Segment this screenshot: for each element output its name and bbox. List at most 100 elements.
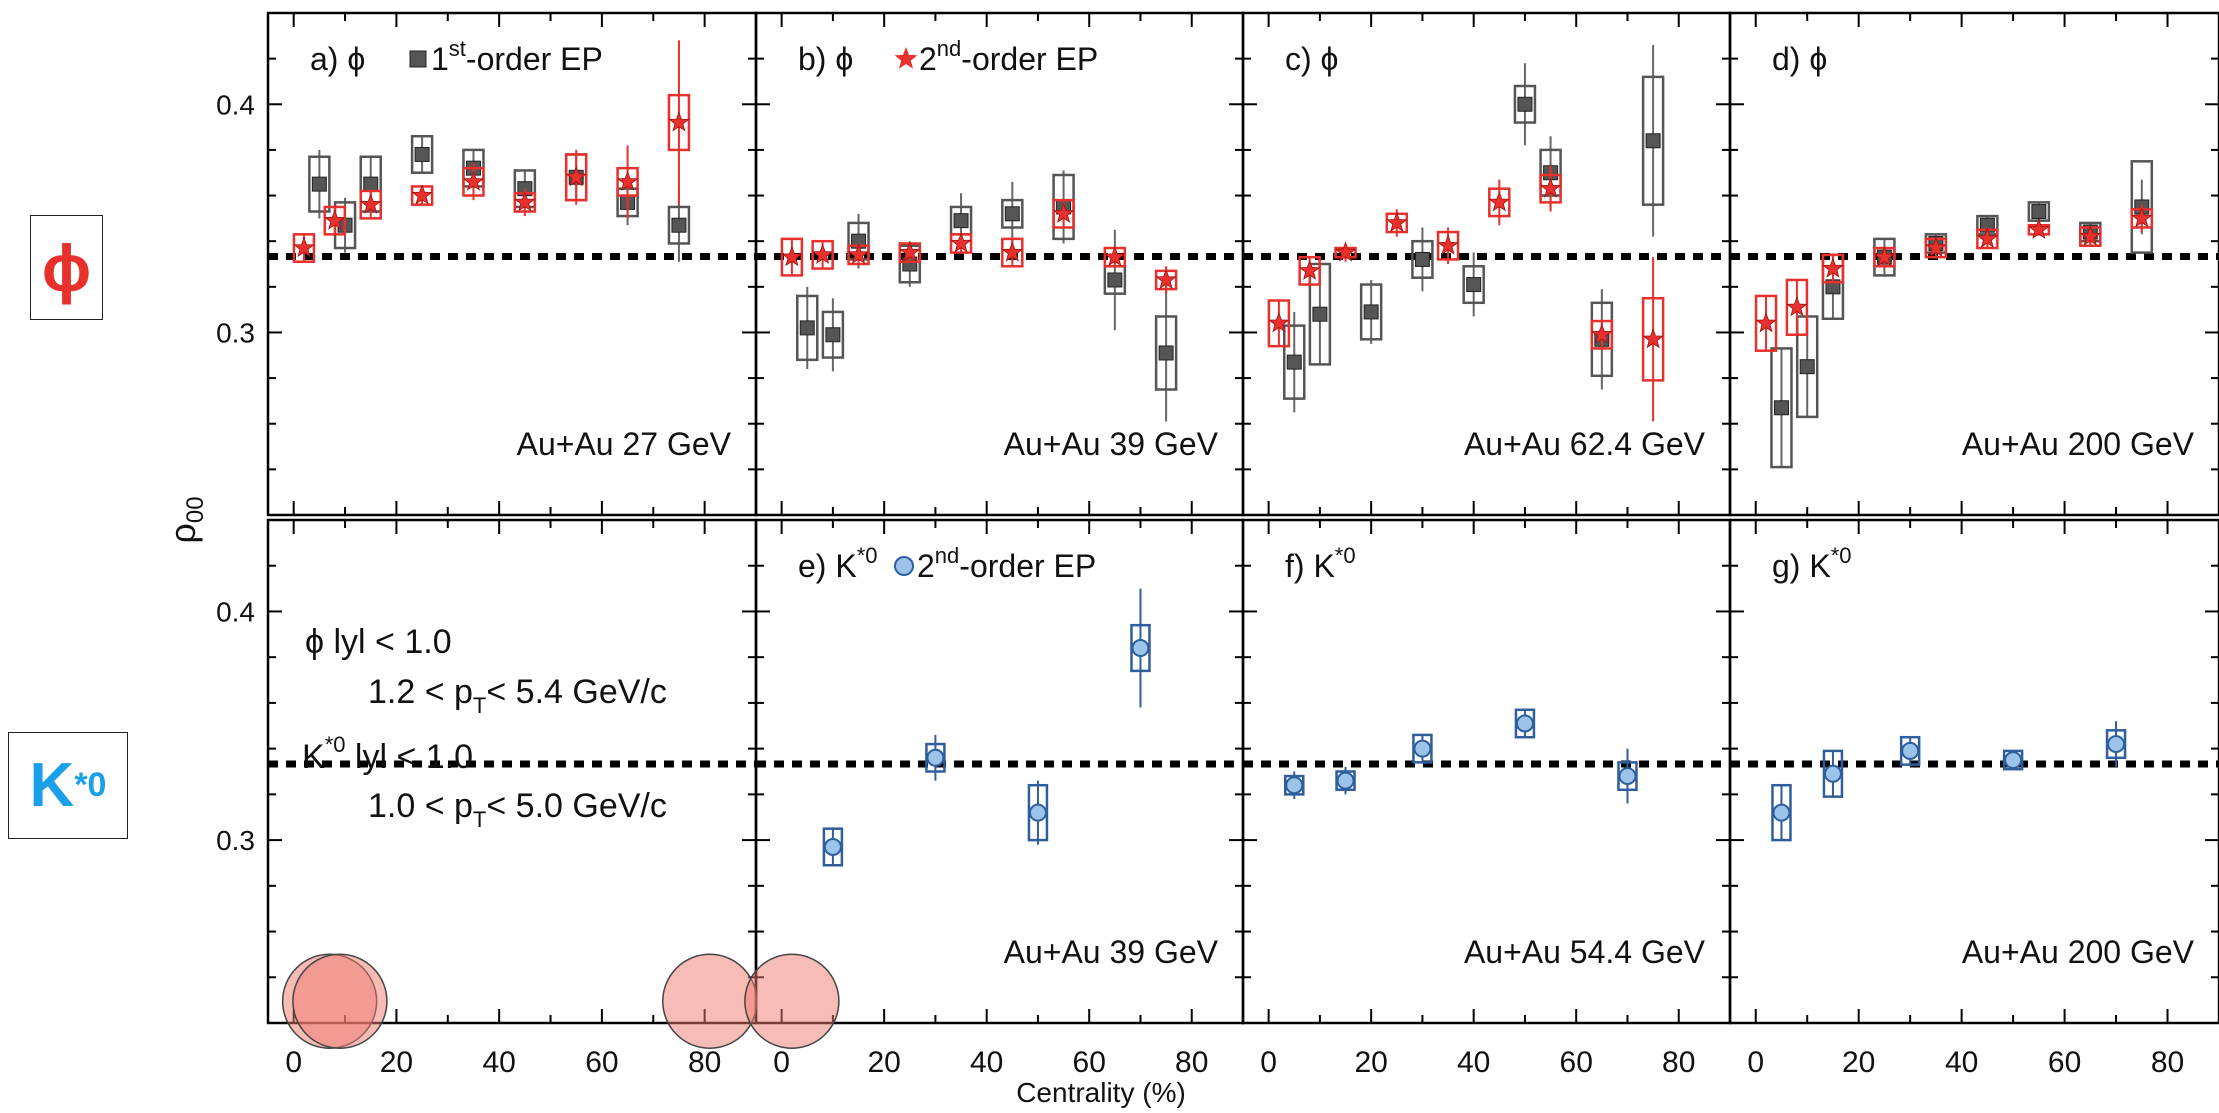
cuts-text-part: lyl < 1.0 [345, 738, 473, 776]
panel-border [1728, 518, 2219, 1025]
panel-e: e) K*0 2nd-order EP Au+Au 39 GeV [798, 543, 1219, 970]
panel-border [266, 518, 758, 1025]
panel-particle: K [835, 548, 856, 584]
kstar-point [2004, 751, 2023, 770]
sys-error-box [811, 239, 834, 270]
highlight-circle [292, 953, 388, 1050]
energy-label: Au+Au 39 GeV [1004, 426, 1219, 462]
panel-letter: c) [1285, 41, 1321, 77]
panel-particle: ϕ [835, 41, 853, 77]
panel-c: c) ϕ Au+Au 62.4 GeV [1267, 41, 1706, 462]
x-tick-label: 60 [2048, 1046, 2081, 1079]
energy-label: Au+Au 27 GeV [517, 426, 732, 462]
sys-error-box [1283, 324, 1306, 400]
sys-error-box [410, 134, 434, 174]
y-axis-label-sub: 00 [182, 496, 209, 523]
panel-title: d) ϕ [1772, 41, 1827, 77]
sys-error-box [323, 205, 347, 236]
first-order-point [1158, 345, 1174, 361]
x-tick-label: 60 [1073, 1046, 1106, 1079]
first-order-point [311, 176, 327, 192]
energy-label: Au+Au 39 GeV [1004, 934, 1219, 970]
sys-error-box [462, 166, 485, 197]
kstar-pt-cut: 1.0 < pT< 5.0 GeV/c [368, 787, 667, 832]
second-order-point [1642, 328, 1664, 349]
highlight-circle [744, 953, 840, 1050]
y-tick-label: 0.3 [216, 317, 255, 348]
second-order-point [1873, 246, 1895, 267]
second-order-point [514, 191, 536, 212]
sys-error-box [1785, 278, 1809, 336]
sys-error-box [308, 155, 331, 213]
second-order-point [1755, 312, 1777, 333]
panel-d: d) ϕ Au+Au 200 GeV [1754, 41, 2195, 469]
kstar-point [1413, 739, 1432, 758]
first-order-point [1312, 306, 1328, 322]
sys-error-box [1770, 347, 1793, 469]
panel-letter: f) [1285, 548, 1313, 584]
legend-circle-marker [894, 556, 914, 576]
panel-title: c) ϕ [1285, 41, 1338, 77]
cuts-text-part: T [473, 807, 486, 832]
y-tick-label: 0.3 [216, 825, 255, 856]
first-order-point [825, 327, 841, 343]
sys-error-box [1754, 294, 1778, 352]
second-order-point [1001, 241, 1023, 262]
sys-error-box [667, 205, 691, 245]
x-tick-label: 40 [1457, 1046, 1490, 1079]
panels-layer: 0.3 0.4 0.3 0.4 0 20 40 60 80 0 20 40 60 80 0 20 40 60 80 0… [216, 11, 2219, 1079]
second-order-point [1976, 227, 1998, 248]
cuts-text-part: < 5.0 GeV/c [486, 787, 667, 825]
x-tick-label: 20 [1354, 1046, 1387, 1079]
second-order-point [617, 170, 639, 191]
legend-label: 2nd-order EP [919, 36, 1098, 77]
x-tick-label: 60 [1560, 1046, 1593, 1079]
first-order-point [2031, 204, 2047, 220]
legend-prefix: 1 [431, 41, 449, 77]
kstar-rapidity-cut: K*0 lyl < 1.0 [302, 732, 473, 776]
second-order-point [293, 236, 315, 258]
legend-sup: nd [935, 543, 959, 568]
sys-error-box [616, 166, 639, 197]
sys-error-box [796, 294, 819, 362]
panel-title: b) ϕ [798, 41, 853, 77]
highlight-circles-layer [281, 953, 840, 1050]
cuts-text-part: 1.0 < p [368, 787, 473, 825]
second-order-point [360, 193, 382, 214]
second-order-point [411, 184, 433, 205]
sys-error-box [1411, 239, 1434, 279]
sys-error-box [1267, 299, 1291, 348]
sys-error-box [564, 153, 588, 202]
cuts-text-part: ϕ [305, 623, 334, 661]
x-tick-label: 0 [773, 1046, 790, 1079]
second-order-point [950, 232, 972, 253]
energy-label: Au+Au 200 GeV [1962, 426, 2195, 462]
first-order-point [1107, 272, 1123, 288]
legend-suffix: -order EP [959, 548, 1096, 584]
cuts-text-part: K [302, 738, 325, 776]
kstar-point [1336, 771, 1355, 790]
y-tick-label: 0.4 [216, 89, 255, 120]
x-tick-label: 80 [2151, 1046, 2184, 1079]
second-order-point [2079, 225, 2101, 246]
energy-label: Au+Au 54.4 GeV [1464, 934, 1706, 970]
sys-error-box [1488, 187, 1511, 218]
second-order-point [462, 170, 485, 191]
panel-particle-sup: *0 [1335, 543, 1356, 568]
first-order-point [1004, 206, 1020, 222]
panel-title: f) K*0 [1285, 543, 1356, 584]
second-order-point [2028, 218, 2050, 239]
kstar-point [1618, 767, 1637, 786]
sys-error-box [359, 189, 382, 220]
x-tick-label: 80 [1175, 1046, 1208, 1079]
y-tick-label: 0.4 [216, 596, 255, 627]
sys-error-box [292, 233, 316, 263]
panel-b: b) ϕ 2nd-order EP Au+Au 39 GeV [780, 36, 1219, 462]
second-order-point [1591, 323, 1613, 344]
first-order-point [1286, 354, 1302, 370]
second-order-point [1822, 257, 1844, 278]
panel-letter: e) [798, 548, 835, 584]
kstar-point [1285, 776, 1304, 795]
kstar-side-label-base: K [29, 751, 75, 820]
second-order-point [1437, 234, 1459, 255]
